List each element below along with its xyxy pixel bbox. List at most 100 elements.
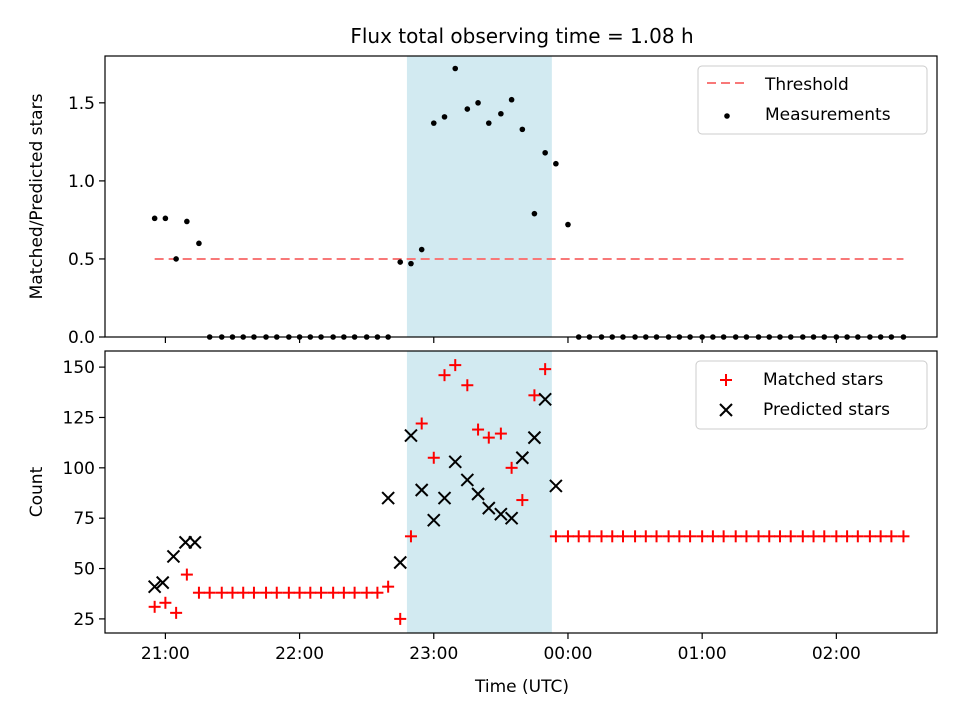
measurement-point: [173, 256, 179, 262]
predicted-point: [515, 451, 530, 465]
count-plot-frame: [104, 350, 938, 634]
matched-point: [673, 530, 686, 543]
matched-point: [818, 530, 831, 543]
observing-span: [406, 56, 552, 337]
matched-point: [885, 530, 898, 543]
measurement-point: [475, 100, 481, 106]
predicted-point: [427, 513, 441, 527]
matched-point: [170, 606, 183, 619]
predicted-point: [188, 535, 202, 550]
x-axis-label: Time (UTC): [474, 677, 569, 697]
predicted-point: [155, 575, 170, 590]
matched-point: [830, 530, 843, 543]
matched-point: [717, 530, 730, 543]
measurement-point: [498, 110, 504, 117]
matched-point: [461, 379, 474, 392]
count-legend-box: [695, 360, 928, 430]
matched-point: [841, 530, 854, 543]
count-panel: 25 50 75 100 125 150 21:00 22:00 23:00 00:00 01:0…: [27, 350, 938, 697]
legend-threshold-label: Threshold: [764, 75, 849, 95]
measurement-point: [553, 160, 559, 167]
matched-point: [404, 530, 417, 543]
predicted-point: [504, 511, 519, 525]
measurement-point: [397, 259, 404, 265]
predicted-point: [549, 479, 563, 493]
matched-point: [784, 530, 797, 543]
measurement-point: [508, 96, 515, 103]
predicted-point: [494, 507, 508, 521]
matched-point: [282, 586, 295, 599]
y-tick-label: 100: [63, 459, 95, 479]
predicted-point: [414, 483, 429, 497]
predicted-point: [147, 579, 162, 594]
matched-point: [639, 530, 652, 543]
matched-point: [684, 530, 697, 543]
measurement-point: [565, 221, 571, 228]
legend-matched-label: Matched stars: [763, 370, 883, 390]
matched-point: [472, 423, 485, 436]
predicted-point: [460, 473, 475, 487]
matched-point: [180, 568, 193, 581]
matched-point: [583, 530, 596, 543]
matched-point: [796, 530, 809, 543]
matched-point: [237, 586, 250, 599]
predicted-point: [448, 455, 462, 469]
predicted-point: [404, 428, 418, 443]
matched-point: [863, 530, 876, 543]
matched-point: [616, 530, 629, 543]
y-tick-label: 25: [73, 610, 95, 630]
matched-point: [148, 600, 161, 613]
legend-measurements-label: Measurements: [765, 105, 891, 125]
measurement-point: [162, 215, 169, 222]
matched-point: [706, 530, 719, 543]
predicted-point: [538, 392, 552, 407]
matched-point: [415, 417, 428, 430]
matched-points: [148, 359, 910, 625]
measurement-point: [452, 65, 459, 72]
chart-title: Flux total observing time = 1.08 h: [350, 24, 693, 48]
matched-point: [729, 530, 742, 543]
measurement-point: [408, 260, 414, 267]
matched-point: [360, 586, 373, 599]
ratio-panel: 0.0 0.5 1.0 1.5 Matched/Predicted stars Thr…: [27, 55, 938, 348]
matched-point: [897, 530, 910, 543]
y-tick-label: 150: [63, 358, 95, 378]
matched-point: [696, 530, 709, 543]
matched-point: [807, 530, 820, 543]
matched-point: [763, 530, 776, 543]
matched-point: [606, 530, 619, 543]
measurement-point: [184, 218, 190, 225]
measurement-point: [531, 210, 538, 217]
count-y-ticks: 25 50 75 100 125 150: [63, 358, 105, 630]
predicted-point: [381, 491, 395, 505]
measurement-point: [418, 246, 425, 253]
x-tick-label: 21:00: [141, 644, 190, 664]
x-tick-label: 22:00: [275, 644, 324, 664]
y-tick-label: 0.0: [68, 328, 95, 348]
matched-point: [394, 612, 407, 625]
y-tick-label: 1.5: [68, 94, 95, 114]
legend-predicted-label: Predicted stars: [763, 400, 890, 420]
time-x-ticks: 21:00 22:00 23:00 00:00 01:00 02:00: [141, 633, 861, 664]
matched-point: [549, 530, 562, 543]
measurement-point: [519, 126, 526, 133]
matched-point: [494, 427, 507, 440]
matched-point: [539, 363, 552, 376]
matched-point: [427, 451, 440, 464]
matched-point: [595, 530, 608, 543]
matched-point: [438, 369, 451, 382]
measurement-points: [151, 65, 907, 340]
count-legend: Matched stars Predicted stars: [695, 360, 928, 430]
y-tick-label: 0.5: [68, 250, 95, 270]
matched-point: [516, 494, 529, 507]
ratio-legend-box: [697, 65, 928, 135]
x-tick-label: 02:00: [812, 644, 861, 664]
matched-point: [874, 530, 887, 543]
matched-point: [203, 586, 216, 599]
measurement-point: [196, 240, 202, 247]
y-tick-label: 1.0: [68, 172, 95, 192]
predicted-point: [166, 549, 181, 564]
measurement-point: [542, 149, 548, 156]
ratio-y-axis-label: Matched/Predicted stars: [27, 93, 47, 299]
